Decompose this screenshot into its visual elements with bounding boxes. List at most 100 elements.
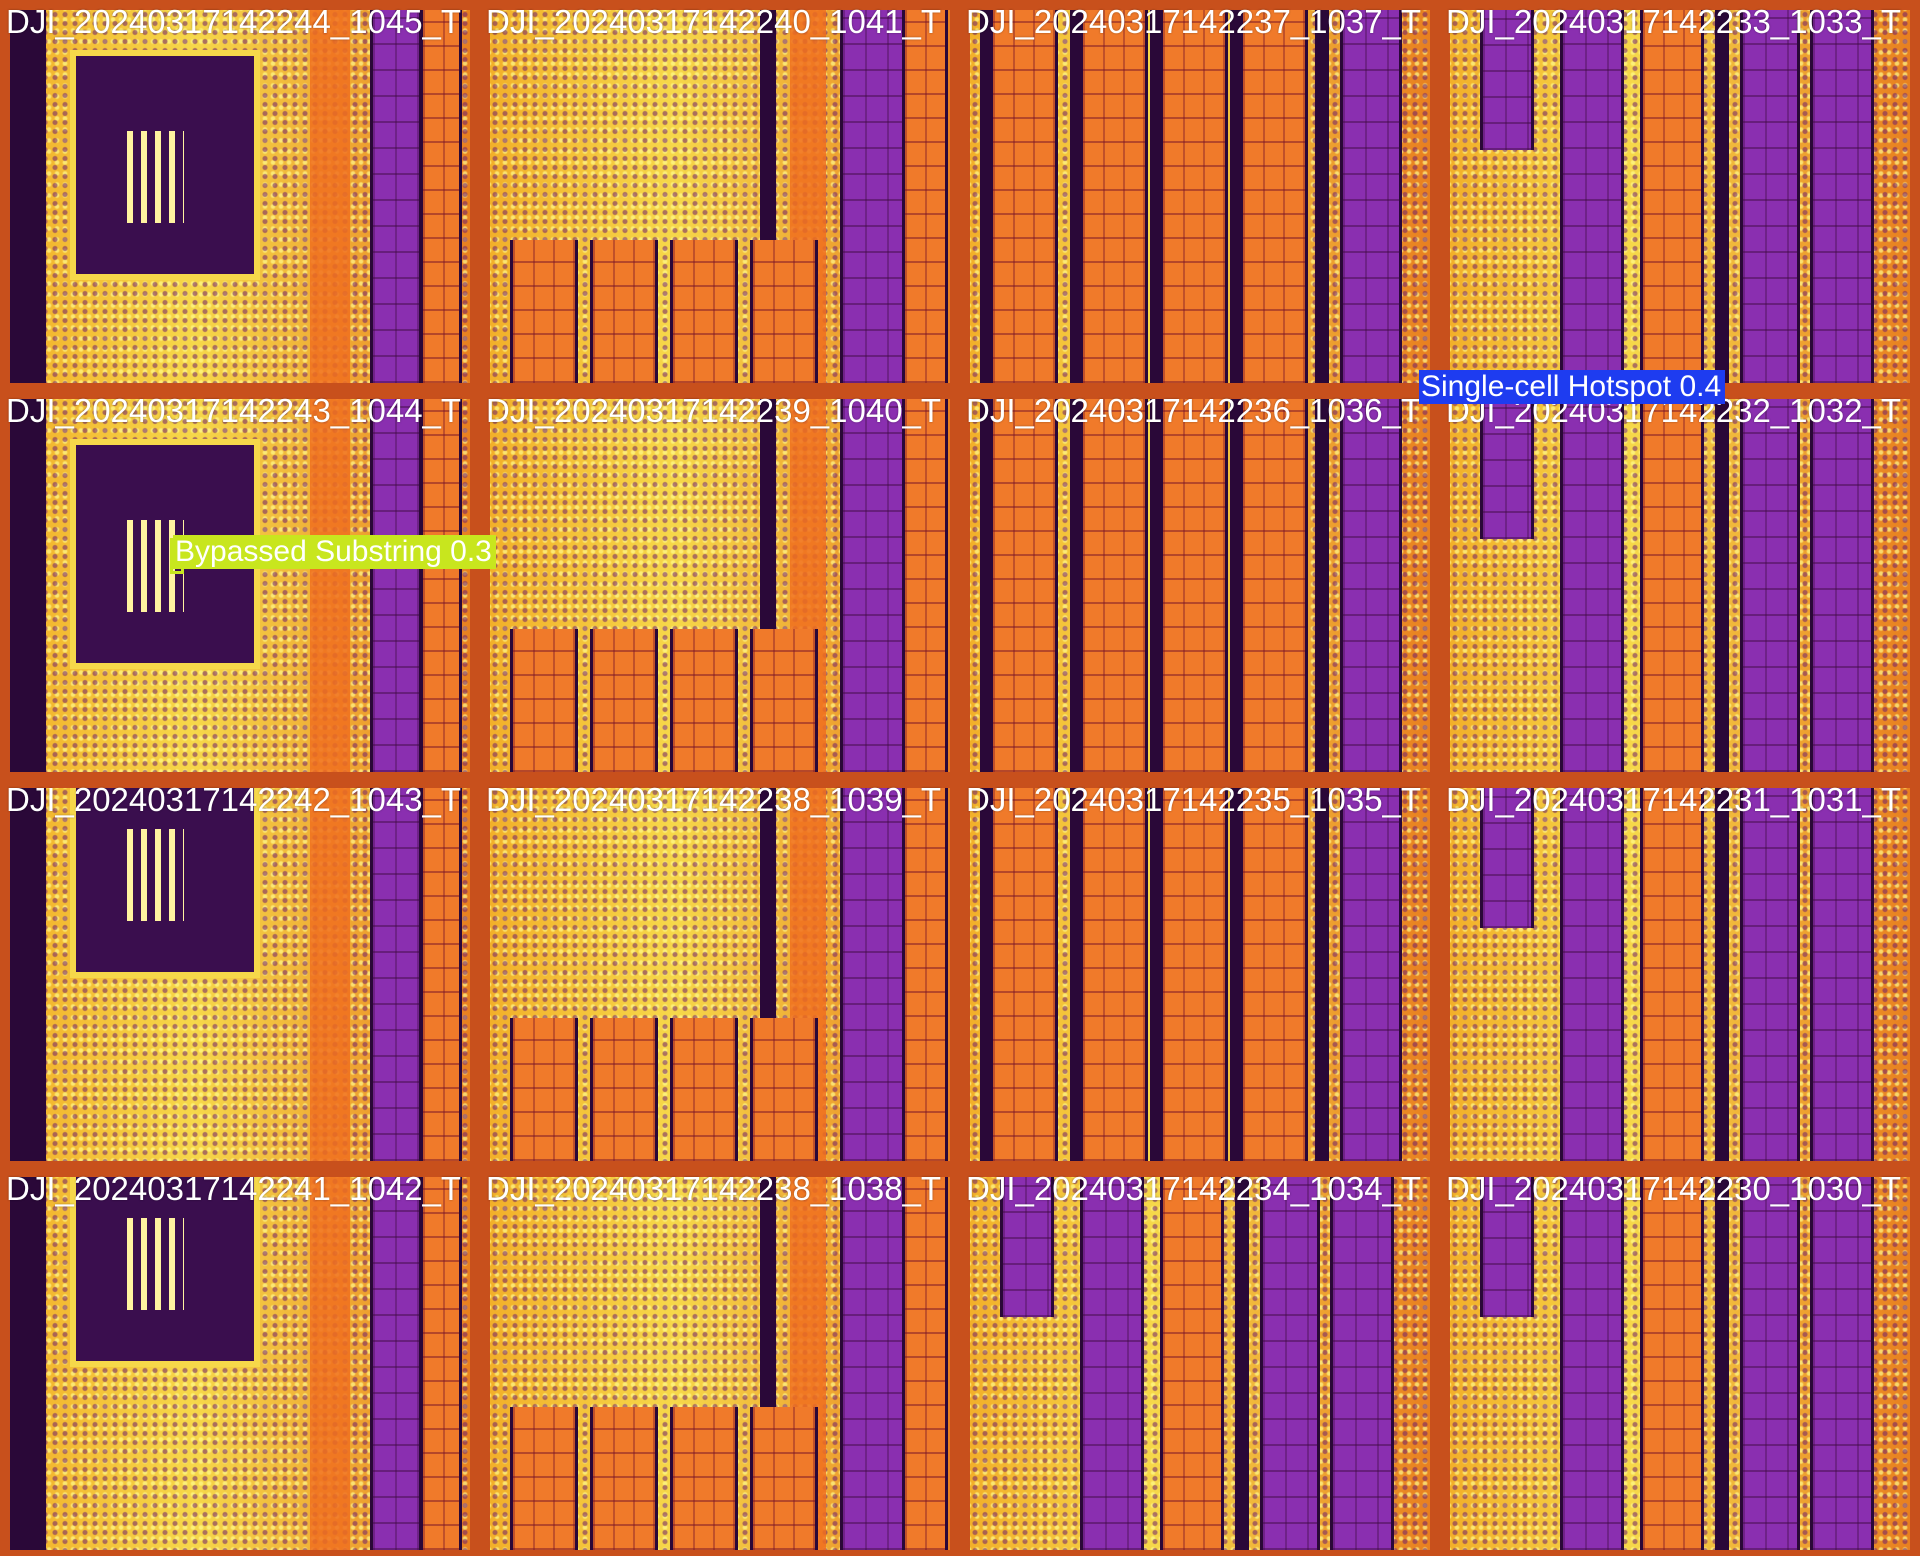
thermal-tile: DJI_20240317142238_1039_T (480, 778, 960, 1167)
solar-panel-row (902, 1177, 948, 1550)
thermal-image (970, 1177, 1430, 1550)
solar-panel-row (750, 1407, 818, 1550)
solar-panel-row (1740, 1177, 1800, 1550)
panel-shadow (980, 788, 990, 1161)
dirt-road (310, 1177, 350, 1550)
solar-panel-row (902, 788, 948, 1161)
solar-panel-row (370, 399, 422, 772)
thermal-image (1450, 1177, 1910, 1550)
thermal-image (1450, 788, 1910, 1161)
solar-panel-row (1640, 10, 1704, 383)
thermal-image (10, 10, 470, 383)
solar-panel-row (420, 10, 462, 383)
solar-panel-row (590, 629, 658, 772)
solar-panel-row (1340, 788, 1402, 1161)
solar-panel-row (1740, 10, 1800, 383)
solar-panel-row (840, 399, 906, 772)
solar-panel-row (1560, 10, 1624, 383)
panel-shadow (1150, 788, 1160, 1161)
thermal-tile: DJI_20240317142234_1034_T (960, 1167, 1440, 1556)
dirt-road (310, 788, 350, 1161)
solar-panel-row (1810, 788, 1874, 1161)
thermal-tile: DJI_20240317142231_1031_T (1440, 778, 1920, 1167)
solar-panel-row (1560, 1177, 1624, 1550)
panel-shadow (1230, 399, 1240, 772)
solar-panel-row (1240, 10, 1308, 383)
solar-panel-row (1640, 788, 1704, 1161)
solar-panel-row (1160, 1177, 1224, 1550)
thermal-image (1450, 399, 1910, 772)
substation-structure (70, 788, 260, 978)
thermal-tile: DJI_20240317142237_1037_T (960, 0, 1440, 389)
panel-shadow (1150, 399, 1160, 772)
thermal-tile: DJI_20240317142241_1042_T (0, 1167, 480, 1556)
solar-panel-row (840, 1177, 906, 1550)
panel-shadow (1230, 788, 1240, 1161)
thermal-image (1450, 10, 1910, 383)
thermal-image (10, 788, 470, 1161)
thermal-tile: DJI_20240317142236_1036_T (960, 389, 1440, 778)
thermal-image (970, 788, 1430, 1161)
thermal-tile: DJI_20240317142233_1033_T (1440, 0, 1920, 389)
solar-panel-row (1330, 1177, 1394, 1550)
solar-panel-row (590, 1407, 658, 1550)
thermal-tile: DJI_20240317142244_1045_T (0, 0, 480, 389)
thermal-tile: DJI_20240317142235_1035_T (960, 778, 1440, 1167)
solar-panel-row (1160, 788, 1228, 1161)
panel-shadow (1230, 10, 1240, 383)
solar-panel-row (1160, 399, 1228, 772)
solar-panel-row (420, 399, 462, 772)
solar-panel-row (1740, 788, 1800, 1161)
solar-panel-row (1480, 399, 1534, 539)
solar-panel-row (670, 1018, 738, 1161)
solar-panel-row (1240, 399, 1308, 772)
solar-panel-row (370, 1177, 422, 1550)
panel-shadow (980, 10, 990, 383)
solar-panel-row (1080, 788, 1148, 1161)
solar-panel-row (902, 10, 948, 383)
solar-panel-row (590, 1018, 658, 1161)
solar-panel-row (1560, 399, 1624, 772)
panel-shadow (1715, 399, 1729, 772)
panel-shadow (980, 399, 990, 772)
solar-panel-row (1260, 1177, 1320, 1550)
tree-line-shadow (1315, 788, 1329, 1161)
solar-panel-row (1810, 1177, 1874, 1550)
thermal-tile: DJI_20240317142243_1044_T (0, 389, 480, 778)
dark-fence-edge (10, 10, 46, 383)
solar-panel-row (1810, 10, 1874, 383)
solar-panel-row (370, 788, 422, 1161)
thermal-tile: DJI_20240317142232_1032_T (1440, 389, 1920, 778)
solar-panel-row (990, 788, 1058, 1161)
thermal-tile: DJI_20240317142238_1038_T (480, 1167, 960, 1556)
solar-panel-row (1560, 788, 1624, 1161)
detection-label: Single-cell Hotspot 0.4 (1419, 370, 1726, 404)
thermal-image (490, 399, 950, 772)
tree-line-shadow (1315, 399, 1329, 772)
solar-panel-row (750, 1018, 818, 1161)
panel-shadow (1715, 1177, 1729, 1550)
solar-panel-row (510, 240, 578, 383)
substation-structure (70, 50, 260, 280)
solar-panel-row (1340, 399, 1402, 772)
thermal-tile: DJI_20240317142230_1030_T (1440, 1167, 1920, 1556)
solar-panel-row (902, 399, 948, 772)
solar-panel-row (510, 1018, 578, 1161)
solar-panel-row (1080, 399, 1148, 772)
solar-panel-row (370, 10, 422, 383)
solar-panel-row (670, 240, 738, 383)
panel-shadow (1715, 788, 1729, 1161)
thermal-image (970, 399, 1430, 772)
solar-panel-row (670, 629, 738, 772)
thermal-image (490, 10, 950, 383)
thermal-image (970, 10, 1430, 383)
solar-panel-row (1080, 1177, 1144, 1550)
thermal-image (490, 788, 950, 1161)
solar-panel-row (510, 629, 578, 772)
dark-fence-edge (10, 788, 46, 1161)
thermal-tile: DJI_20240317142239_1040_T (480, 389, 960, 778)
solar-panel-row (990, 399, 1058, 772)
dirt-road (310, 10, 350, 383)
substation-structure (70, 1177, 260, 1367)
